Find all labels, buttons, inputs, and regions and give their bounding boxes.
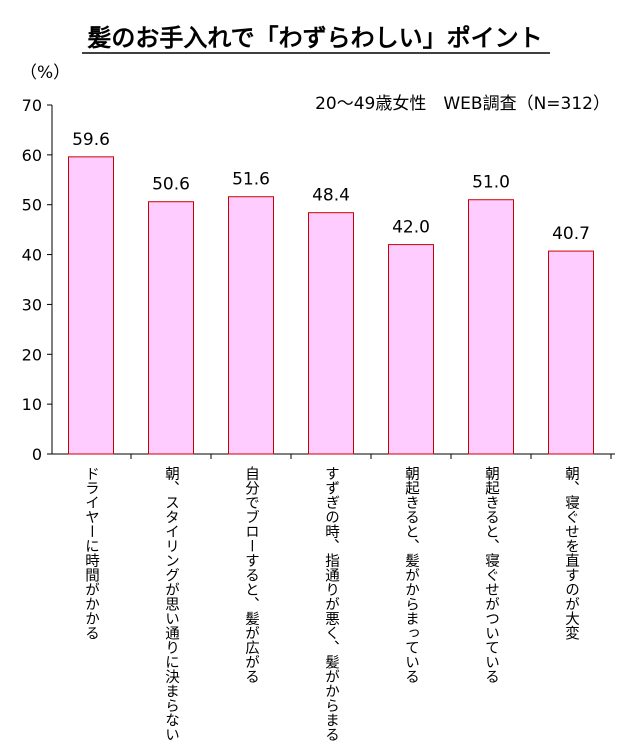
data-label: 59.6 xyxy=(72,130,110,150)
category-label: 自分でブローすると、髪が広がる xyxy=(243,466,259,684)
data-label: 48.4 xyxy=(312,186,350,206)
data-labels: 59.6 50.6 51.6 48.4 42.0 51.0 40.7 xyxy=(72,130,590,244)
bar xyxy=(388,244,434,455)
y-tick-label: 70 xyxy=(22,96,42,115)
category-labels: ドライヤーに時間がかかる 朝、スタイリングが思い通りに決まらない 自分でブローすると… xyxy=(83,466,579,742)
category-label: 朝起きると、寝ぐせがついている xyxy=(483,466,499,684)
bar xyxy=(148,201,194,455)
category-label: すずぎの時、指通りが悪く、髪がからまる xyxy=(323,466,339,742)
data-label: 51.6 xyxy=(232,170,270,190)
y-tick-label: 50 xyxy=(22,196,42,215)
bar xyxy=(548,250,594,455)
y-tick-label: 10 xyxy=(22,395,42,414)
chart-subtitle: 20〜49歳女性 WEB調査（N=312） xyxy=(315,94,610,114)
category-label: 朝、寝ぐせを直すのが大変 xyxy=(563,466,579,641)
axes: 0 10 20 30 40 50 60 70 xyxy=(22,96,615,464)
bar xyxy=(308,212,354,455)
y-axis-unit: （%） xyxy=(20,63,70,83)
data-label: 42.0 xyxy=(392,218,430,238)
data-label: 40.7 xyxy=(552,224,590,244)
bar xyxy=(228,196,274,455)
bar xyxy=(468,199,514,455)
data-label: 51.0 xyxy=(472,173,510,193)
category-label: ドライヤーに時間がかかる xyxy=(83,466,99,640)
y-tick-label: 20 xyxy=(22,345,42,364)
bar xyxy=(68,156,114,455)
bars xyxy=(68,156,594,455)
chart-title: 髪のお手入れで「わずらわしい」ポイント xyxy=(86,24,542,52)
y-tick-label: 30 xyxy=(22,295,42,314)
y-tick-label: 40 xyxy=(22,246,42,265)
y-tick-label: 0 xyxy=(32,445,42,464)
category-label: 朝、スタイリングが思い通りに決まらない xyxy=(163,466,179,742)
y-tick-label: 60 xyxy=(22,146,42,165)
data-label: 50.6 xyxy=(152,175,190,195)
category-label: 朝起きると、髪がからまっている xyxy=(403,466,419,684)
